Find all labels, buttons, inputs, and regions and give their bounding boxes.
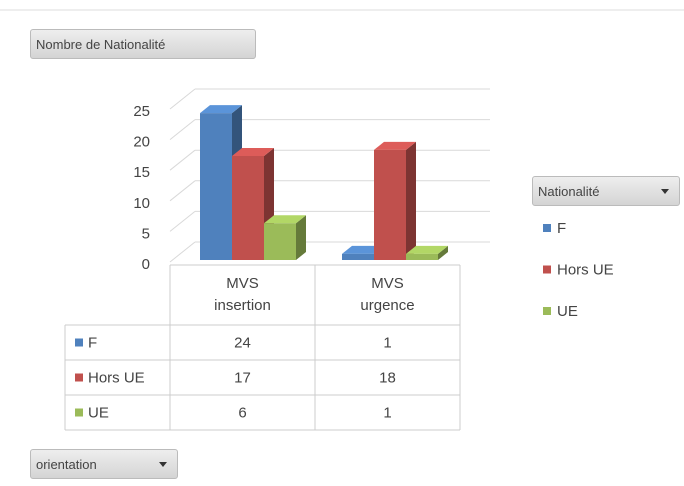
legend-filter-button[interactable]: Nationalité [532, 176, 680, 206]
legend-key [543, 307, 551, 315]
bar-side [296, 215, 306, 260]
table-cell: 1 [383, 404, 391, 421]
grid-line [169, 211, 196, 232]
table-row-label: Hors UE [88, 369, 145, 386]
bar-front [200, 113, 232, 261]
table-cell: 17 [234, 369, 251, 386]
table-legend-key [75, 408, 83, 417]
bar-front [342, 253, 374, 260]
bar-top [200, 105, 242, 114]
legend-title: Nationalité [538, 183, 600, 199]
y-tick-label: 20 [133, 134, 150, 151]
axis-field: orientation [36, 456, 97, 472]
table-cell: 18 [379, 369, 396, 386]
table-cell: 6 [238, 404, 246, 421]
table-row-label: F [88, 334, 97, 351]
bar-front [264, 223, 296, 260]
table-legend-key [75, 373, 83, 382]
dropdown-arrow [661, 189, 669, 194]
bar [406, 245, 448, 260]
y-tick-label: 10 [133, 195, 150, 212]
dropdown-arrow [159, 462, 167, 467]
bar-top [232, 147, 274, 156]
legend-key [543, 265, 551, 274]
grid-line [169, 119, 196, 140]
grid-line [169, 241, 196, 263]
grid-line [169, 88, 196, 110]
y-tick-label: 25 [133, 103, 150, 120]
bar-top [374, 141, 416, 150]
bar [374, 141, 416, 260]
legend-label: F [557, 220, 566, 237]
bar-front [374, 149, 406, 260]
legend-label: UE [557, 303, 578, 320]
bar-front [232, 155, 264, 260]
x-tick-label: MVS insertion [214, 275, 271, 314]
x-tick-label: MVS urgence [360, 275, 415, 314]
legend-key [543, 224, 551, 232]
table-cell: 24 [234, 334, 251, 351]
bar-side [438, 245, 448, 260]
bar [264, 215, 306, 260]
bar-side [406, 141, 416, 260]
table-cell: 1 [383, 334, 391, 351]
filter-button[interactable]: Nombre de Nationalité [30, 29, 256, 59]
bar-front [406, 253, 438, 260]
table-row-label: UE [88, 404, 109, 421]
bar-top [264, 215, 306, 224]
y-tick-label: 15 [133, 164, 150, 181]
grid-line [169, 180, 196, 202]
axis-button[interactable]: orientation [30, 449, 178, 479]
y-tick-label: 5 [142, 225, 150, 242]
bar-top [342, 245, 384, 254]
grid-line [169, 149, 196, 171]
bar-top [406, 245, 448, 254]
y-tick-label: 0 [142, 256, 150, 273]
legend-label: Hors UE [557, 261, 614, 278]
table-legend-key [75, 338, 83, 347]
